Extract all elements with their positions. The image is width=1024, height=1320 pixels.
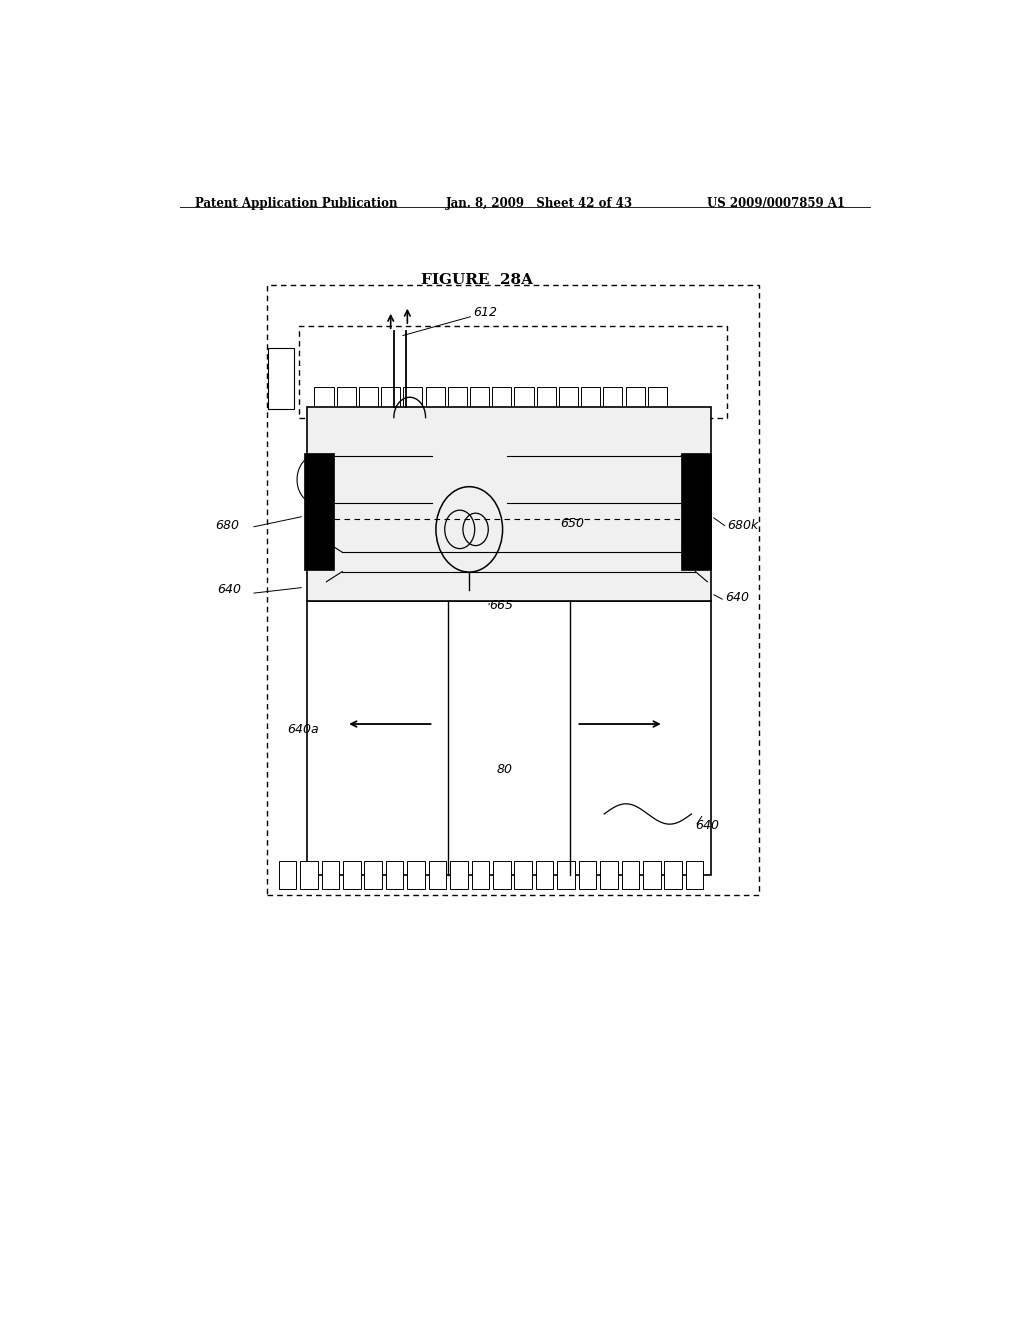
Bar: [622, 861, 639, 890]
Text: 680: 680: [215, 519, 240, 532]
Bar: [493, 387, 511, 409]
Bar: [279, 861, 296, 890]
Bar: [429, 861, 446, 890]
Text: Jan. 8, 2009   Sheet 42 of 43: Jan. 8, 2009 Sheet 42 of 43: [445, 197, 633, 210]
Bar: [299, 326, 727, 417]
Bar: [343, 861, 360, 890]
Bar: [557, 861, 574, 890]
Bar: [403, 387, 423, 409]
Bar: [514, 387, 534, 409]
Bar: [386, 861, 403, 890]
Bar: [603, 387, 623, 409]
Bar: [582, 387, 600, 409]
Text: Patent Application Publication: Patent Application Publication: [196, 197, 398, 210]
Bar: [447, 387, 467, 409]
Bar: [451, 861, 468, 890]
Bar: [381, 387, 400, 409]
Bar: [472, 861, 489, 890]
Bar: [426, 387, 444, 409]
Text: 650: 650: [560, 517, 585, 531]
Bar: [268, 348, 294, 409]
Text: 640a: 640a: [287, 722, 318, 735]
Bar: [536, 861, 553, 890]
Bar: [648, 387, 667, 409]
Bar: [643, 861, 660, 890]
Bar: [681, 453, 712, 570]
Bar: [559, 387, 578, 409]
Bar: [600, 861, 617, 890]
Bar: [359, 387, 378, 409]
Bar: [306, 601, 712, 875]
Bar: [514, 861, 531, 890]
Bar: [304, 453, 334, 570]
Bar: [665, 861, 682, 890]
Text: 665: 665: [489, 599, 513, 611]
Text: US 2009/0007859 A1: US 2009/0007859 A1: [708, 197, 846, 210]
Bar: [306, 408, 712, 601]
Text: 640: 640: [725, 590, 749, 603]
Bar: [267, 285, 759, 895]
Bar: [626, 387, 645, 409]
Bar: [686, 861, 703, 890]
Bar: [470, 387, 489, 409]
Text: 612: 612: [473, 306, 498, 319]
Bar: [537, 387, 556, 409]
Bar: [579, 861, 596, 890]
Bar: [322, 861, 339, 890]
Bar: [314, 387, 334, 409]
Bar: [337, 387, 355, 409]
Text: 80: 80: [497, 763, 513, 776]
Bar: [408, 861, 425, 890]
Text: 640: 640: [217, 583, 241, 597]
Bar: [300, 861, 317, 890]
Text: 680k: 680k: [727, 519, 759, 532]
Bar: [494, 861, 511, 890]
Bar: [365, 861, 382, 890]
Text: 640: 640: [695, 820, 720, 832]
Text: FIGURE  28A: FIGURE 28A: [421, 273, 534, 288]
